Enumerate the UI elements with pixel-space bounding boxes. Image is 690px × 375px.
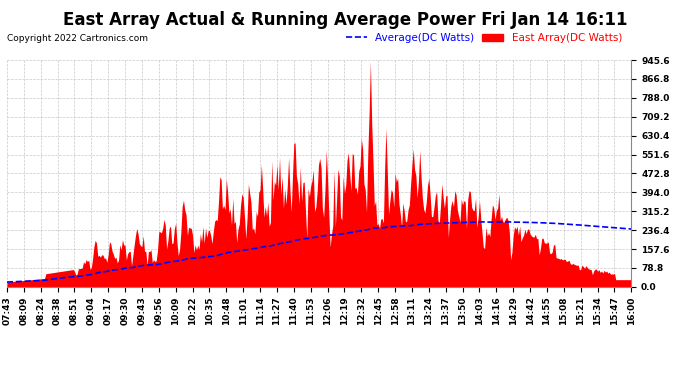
Text: Copyright 2022 Cartronics.com: Copyright 2022 Cartronics.com — [7, 34, 148, 43]
Text: East Array Actual & Running Average Power Fri Jan 14 16:11: East Array Actual & Running Average Powe… — [63, 11, 627, 29]
Legend: Average(DC Watts), East Array(DC Watts): Average(DC Watts), East Array(DC Watts) — [342, 29, 626, 47]
